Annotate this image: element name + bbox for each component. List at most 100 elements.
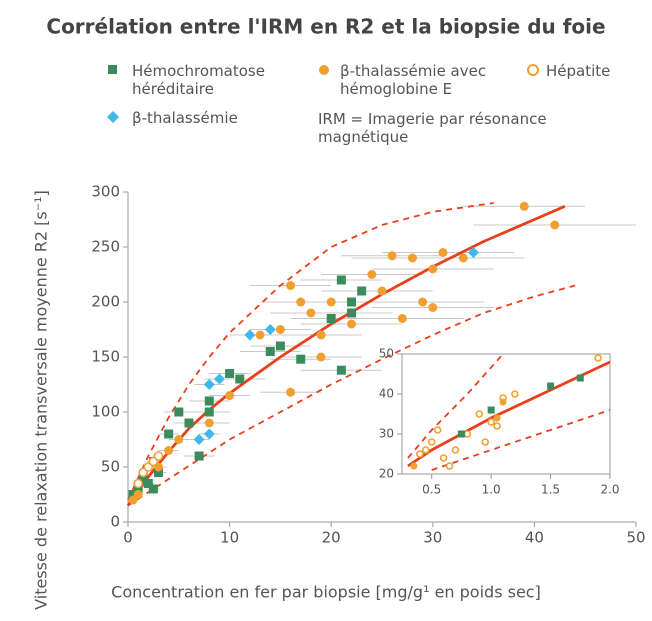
point	[203, 428, 215, 440]
confidence-curve	[127, 284, 576, 507]
point	[493, 414, 501, 422]
legend-swatch	[108, 65, 117, 74]
point	[316, 352, 326, 362]
point	[133, 478, 143, 489]
confidence-curve	[127, 202, 494, 501]
point	[326, 314, 336, 323]
point	[326, 297, 336, 307]
confidence-curve	[407, 353, 504, 459]
point	[275, 325, 285, 334]
point	[316, 330, 326, 340]
y-tick-label: 100	[91, 403, 120, 421]
y-tick-label: 20	[379, 467, 394, 481]
point	[204, 407, 214, 417]
point	[357, 286, 367, 296]
y-tick-label: 300	[91, 183, 120, 201]
point	[265, 347, 275, 356]
point	[547, 382, 555, 390]
point	[336, 275, 346, 285]
legend-label: Hémochromatose héréditaire	[132, 62, 265, 98]
point	[463, 430, 472, 438]
point	[367, 270, 377, 279]
point	[499, 398, 507, 406]
point	[153, 468, 163, 477]
point	[164, 429, 174, 439]
y-tick-label: 50	[101, 458, 120, 476]
point	[204, 396, 214, 406]
y-tick-label: 150	[91, 348, 120, 366]
confidence-curve	[431, 409, 611, 471]
x-tick-label: 0	[123, 529, 133, 547]
point	[133, 484, 143, 494]
point	[336, 365, 346, 375]
point	[255, 330, 265, 340]
y-tick-label: 200	[91, 293, 120, 311]
point	[193, 434, 205, 445]
y-tick-label: 0	[110, 513, 120, 531]
point	[184, 418, 194, 428]
point	[421, 446, 430, 454]
point	[244, 329, 256, 341]
x-tick-label: 20	[322, 529, 341, 547]
point	[148, 484, 158, 494]
point	[296, 297, 306, 307]
point	[377, 286, 387, 296]
point	[407, 253, 417, 263]
point	[347, 319, 357, 329]
point	[576, 374, 584, 382]
x-tick-label: 10	[220, 529, 239, 547]
point	[174, 435, 184, 444]
point	[550, 220, 560, 230]
point	[133, 490, 143, 499]
inset-frame	[401, 353, 611, 475]
point	[153, 451, 164, 461]
x-tick-label: 1.0	[482, 483, 501, 497]
note: IRM = Imagerie par résonance magnétique	[318, 110, 547, 146]
x-tick-label: 2.0	[600, 483, 619, 497]
x-tick-label: 0.5	[422, 483, 441, 497]
x-tick-label: 50	[626, 529, 645, 547]
point	[410, 462, 418, 470]
point	[174, 407, 184, 417]
legend-label: Hépatite	[546, 62, 611, 80]
y-tick-label: 40	[379, 387, 394, 401]
point	[235, 374, 245, 384]
point	[416, 450, 424, 458]
point	[138, 473, 148, 483]
legend-swatch	[527, 64, 539, 76]
point	[487, 418, 495, 426]
legend-swatch	[107, 111, 119, 123]
point	[225, 369, 235, 378]
point	[203, 379, 215, 390]
point	[481, 438, 490, 446]
point	[286, 281, 296, 290]
point	[475, 410, 484, 418]
point	[164, 446, 174, 455]
point	[451, 446, 460, 454]
legend-label: β-thalassémie	[132, 109, 238, 127]
point	[225, 391, 235, 400]
y-tick-label: 50	[379, 347, 394, 361]
point	[439, 454, 448, 462]
x-axis-label: Concentration en fer par biopsie [mg/g¹ …	[111, 583, 541, 602]
point	[387, 251, 397, 261]
point	[438, 248, 448, 257]
point	[519, 201, 529, 211]
point	[275, 341, 285, 351]
point	[204, 418, 214, 428]
point	[493, 422, 501, 430]
x-tick-label: 30	[423, 529, 442, 547]
point	[458, 253, 468, 263]
point	[128, 490, 138, 499]
point	[594, 354, 602, 362]
point	[428, 264, 438, 274]
point	[264, 324, 276, 335]
point	[286, 387, 296, 397]
point	[143, 479, 153, 488]
chart-title: Corrélation entre l'IRM en R2 et la biop…	[46, 15, 605, 39]
point	[428, 303, 438, 312]
legend-label: β-thalassémie avec hémoglobine E	[340, 62, 487, 98]
point	[213, 373, 225, 385]
